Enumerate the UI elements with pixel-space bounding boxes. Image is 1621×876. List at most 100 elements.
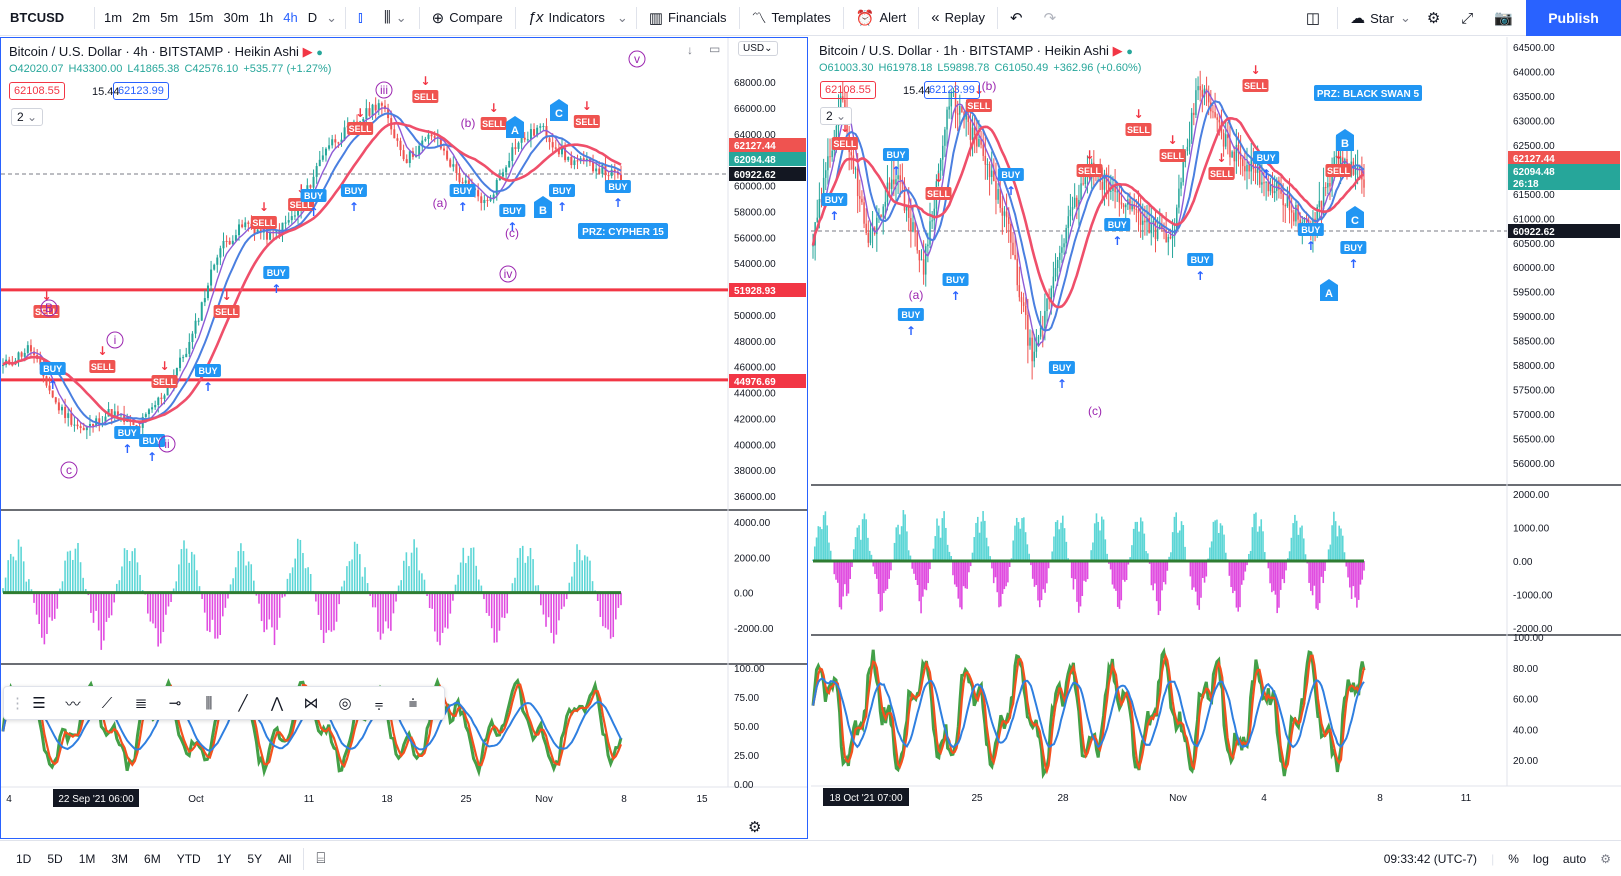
range-1m[interactable]: 1M xyxy=(78,851,96,866)
currency-dropdown[interactable]: USD⌄ xyxy=(738,41,778,56)
publish-button[interactable]: Publish xyxy=(1526,0,1621,36)
candle-body xyxy=(287,220,290,223)
timezone-clock[interactable]: 09:33:42 (UTC-7) xyxy=(1383,852,1478,866)
candle-body xyxy=(827,156,829,171)
templates-button[interactable]: 〽 Templates xyxy=(744,0,839,36)
ruler-icon[interactable]: ⩧ xyxy=(408,694,418,712)
auto-toggle[interactable]: auto xyxy=(1562,852,1587,866)
arrow-up-icon: ↑ xyxy=(1348,257,1358,271)
interval-dropdown[interactable]: 2 ⌄ xyxy=(11,108,44,126)
range-1d[interactable]: 1D xyxy=(16,851,32,866)
candle-body xyxy=(545,126,548,139)
pattern-icon[interactable]: 〰 xyxy=(65,695,81,713)
timeframe-1m[interactable]: 1m xyxy=(104,10,123,25)
buy-price-box[interactable]: 62123.99 xyxy=(924,81,980,99)
goto-date-button[interactable]: ⌸ xyxy=(308,841,338,876)
chevron-down-icon[interactable]: ⌄ xyxy=(326,9,338,25)
candle-body xyxy=(1222,132,1225,147)
range-ytd[interactable]: YTD xyxy=(176,851,201,866)
arrow-up-icon: ↑ xyxy=(349,200,359,214)
timeframe-2m[interactable]: 2m xyxy=(132,10,151,25)
signal-label: BUY xyxy=(608,182,627,192)
trendline-icon[interactable]: ⟋ xyxy=(101,694,113,712)
drag-handle-icon[interactable]: ⋮ xyxy=(10,695,25,712)
candle-body xyxy=(942,145,944,160)
rsi-tick-label: 40.00 xyxy=(1513,725,1538,736)
bar-type-button[interactable]: ⫾ xyxy=(350,0,376,36)
range-1y[interactable]: 1Y xyxy=(216,851,232,866)
range-all[interactable]: All xyxy=(278,851,292,866)
candle-body xyxy=(959,105,961,115)
buy-price-box[interactable]: 62123.99 xyxy=(113,82,169,100)
compare-button[interactable]: ⊕ Compare xyxy=(424,0,511,36)
signal-label: SELL xyxy=(153,377,177,387)
candle-body xyxy=(402,150,405,160)
indicators-button[interactable]: ƒx Indicators xyxy=(520,0,613,36)
candle-body xyxy=(1007,217,1010,224)
replay-button[interactable]: « Replay xyxy=(923,0,993,36)
lines-icon[interactable]: ☰ xyxy=(32,695,46,712)
undo-button[interactable]: ↶ xyxy=(1002,0,1036,36)
timeframe-30m[interactable]: 30m xyxy=(223,10,249,25)
eye-icon: ● xyxy=(1126,46,1133,58)
candle-body xyxy=(321,155,324,160)
screenshot-button[interactable]: 📷 xyxy=(1486,0,1526,36)
saved-layout-button[interactable]: ☁ Star ⌄ xyxy=(1342,0,1419,36)
time-tick-label: 18 xyxy=(381,794,393,805)
rsi-tick-label: 60.00 xyxy=(1513,695,1538,706)
range-5y[interactable]: 5Y xyxy=(247,851,263,866)
price-tag-label: 62094.48 xyxy=(734,155,776,166)
alert-button[interactable]: ⏰ Alert xyxy=(848,0,914,36)
candles-button[interactable]: ⫼ ⌄ xyxy=(376,0,415,36)
maximize-icon[interactable]: ▭ xyxy=(709,42,721,56)
channel-icon[interactable]: ⩦ xyxy=(374,694,384,712)
timeframe-1h[interactable]: 1h xyxy=(258,10,274,25)
timeframe-5m[interactable]: 5m xyxy=(160,10,179,25)
timeframe-4h[interactable]: 4h xyxy=(283,10,298,25)
range-3m[interactable]: 3M xyxy=(111,851,129,866)
candle-body xyxy=(1056,259,1059,269)
right-chart-pane[interactable]: 64500.00 64000.00 63500.00 63000.00 62500.00… xyxy=(811,37,1621,839)
pattern-point-label: B xyxy=(539,205,547,217)
timeframe-D[interactable]: D xyxy=(307,10,318,25)
ray-icon[interactable]: ╱ xyxy=(238,695,248,712)
sell-price-box[interactable]: 62108.55 xyxy=(820,81,876,99)
fullscreen-button[interactable]: ⤢ xyxy=(1453,0,1486,36)
interval-dropdown[interactable]: 2 ⌄ xyxy=(820,107,853,125)
candle-body xyxy=(486,199,489,201)
range-6m[interactable]: 6M xyxy=(144,851,161,866)
scroll-down-icon[interactable]: ↓ xyxy=(687,43,693,57)
redo-button[interactable]: ↷ xyxy=(1036,0,1070,36)
gear-icon[interactable]: ⚙ xyxy=(748,819,762,836)
elliott-wave-icon[interactable]: ⋀ xyxy=(270,695,284,712)
settings-button[interactable]: ⚙ xyxy=(1419,0,1453,36)
layout-button[interactable]: ◫ xyxy=(1298,0,1333,36)
financials-button[interactable]: ▥ Financials xyxy=(641,0,735,36)
left-chart-pane[interactable]: 68000.0066000.0064000.0062000.0060000.00… xyxy=(0,37,808,839)
candle-body xyxy=(371,104,374,116)
sell-price-box[interactable]: 62108.55 xyxy=(9,82,65,100)
long-position-icon[interactable]: ⫼ xyxy=(205,694,213,712)
left-chart-canvas[interactable]: 68000.0066000.0064000.0062000.0060000.00… xyxy=(1,38,807,838)
candles-icon: ⫼ xyxy=(383,9,391,26)
chevron-down-icon[interactable]: ⌄ xyxy=(616,9,628,25)
horizontal-line-icon[interactable]: ⊸ xyxy=(168,695,182,712)
candle-body xyxy=(489,198,492,201)
candle-body xyxy=(1216,117,1218,120)
right-chart-canvas[interactable]: 64500.00 64000.00 63500.00 63000.00 62500.00… xyxy=(811,37,1621,839)
candle-body xyxy=(234,235,237,241)
settings-icon[interactable]: ⚙ xyxy=(1600,852,1611,866)
fib-spiral-icon[interactable]: ◎ xyxy=(338,695,352,712)
symbol-search[interactable]: BTCUSD xyxy=(10,10,65,25)
candle-body xyxy=(1190,112,1193,140)
log-toggle[interactable]: log xyxy=(1532,852,1549,866)
osc-tick-label: -2000.00 xyxy=(734,624,774,635)
percent-toggle[interactable]: % xyxy=(1508,852,1519,866)
candle-body xyxy=(1014,254,1016,259)
fib-icon[interactable]: ≣ xyxy=(134,695,148,712)
timeframe-15m[interactable]: 15m xyxy=(188,10,214,25)
buy-signal-badge xyxy=(821,193,848,206)
range-5d[interactable]: 5D xyxy=(47,851,63,866)
xabcd-icon[interactable]: ⋈ xyxy=(303,695,319,712)
candle-body xyxy=(880,214,882,217)
